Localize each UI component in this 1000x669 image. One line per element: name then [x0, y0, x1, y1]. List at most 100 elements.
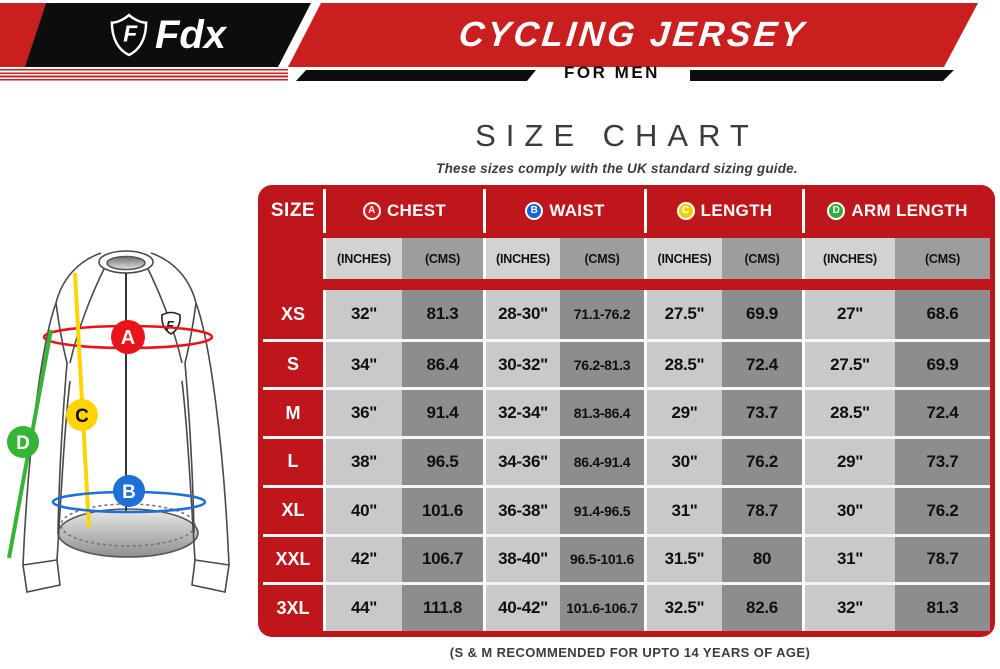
cell-length-inches: 31" — [644, 484, 722, 534]
row-size-label: XL — [263, 484, 323, 534]
length-label: LENGTH — [700, 201, 773, 220]
svg-text:D: D — [16, 433, 30, 454]
sizing-note: These sizes comply with the UK standard … — [436, 161, 798, 176]
cell-length-inches: 29" — [644, 387, 722, 437]
red-pinstripes — [0, 69, 288, 81]
svg-text:B: B — [122, 482, 136, 503]
cell-waist-cms: 101.6-106.7 — [560, 582, 644, 631]
cell-arm-cms: 68.6 — [895, 290, 990, 339]
cell-arm-cms: 72.4 — [895, 387, 990, 437]
cell-length-cms: 72.4 — [722, 338, 802, 388]
cell-waist-cms: 71.1-76.2 — [560, 290, 644, 339]
cell-length-inches: 30" — [644, 436, 722, 485]
cell-arm-inches: 29" — [802, 436, 895, 485]
unit-header: (CMS) — [722, 238, 802, 279]
cell-length-inches: 27.5" — [644, 290, 722, 339]
unit-header: (INCHES) — [802, 238, 895, 279]
chest-label: CHEST — [386, 201, 447, 220]
svg-text:F: F — [166, 318, 175, 333]
subheader-spacer — [263, 233, 323, 290]
subtitle-bar-left — [296, 70, 536, 81]
unit-header: (INCHES) — [644, 238, 722, 279]
cell-chest-cms: 101.6 — [402, 484, 483, 534]
marker-d-icon — [7, 426, 39, 458]
jersey-outline: F — [22, 250, 230, 593]
cell-chest-inches: 34" — [323, 338, 402, 388]
row-size-label: 3XL — [263, 582, 323, 631]
measurement-markers: A C D B — [7, 272, 214, 559]
row-size-label: S — [263, 338, 323, 388]
banner: CYCLING JERSEY — [288, 3, 978, 67]
cell-chest-inches: 42" — [323, 533, 402, 583]
cell-waist-inches: 36-38" — [483, 484, 560, 534]
cell-chest-inches: 40" — [323, 484, 402, 534]
cell-arm-inches: 28.5" — [802, 387, 895, 437]
svg-text:C: C — [75, 406, 89, 427]
cell-waist-inches: 34-36" — [483, 436, 560, 485]
cell-arm-inches: 32" — [802, 582, 895, 631]
cell-waist-cms: 91.4-96.5 — [560, 484, 644, 534]
cell-waist-cms: 76.2-81.3 — [560, 338, 644, 388]
cell-waist-cms: 81.3-86.4 — [560, 387, 644, 437]
unit-header: (CMS) — [560, 238, 644, 279]
cell-length-cms: 80 — [722, 533, 802, 583]
cell-arm-cms: 81.3 — [895, 582, 990, 631]
waist-b-icon: B — [525, 202, 544, 220]
chest-a-icon: A — [362, 202, 381, 220]
fdx-shield-icon: F — [110, 13, 148, 57]
cell-length-cms: 76.2 — [722, 436, 802, 485]
cell-waist-cms: 96.5-101.6 — [560, 533, 644, 583]
cell-chest-inches: 38" — [323, 436, 402, 485]
cell-chest-cms: 106.7 — [402, 533, 483, 583]
cell-chest-inches: 44" — [323, 582, 402, 631]
marker-b-icon — [113, 475, 145, 507]
cell-length-inches: 32.5" — [644, 582, 722, 631]
column-header-size: SIZE — [270, 200, 316, 221]
cell-arm-inches: 31" — [802, 533, 895, 583]
cell-length-cms: 69.9 — [722, 290, 802, 339]
arm-length-d-icon: D — [827, 202, 846, 220]
cell-length-inches: 31.5" — [644, 533, 722, 583]
banner-subtitle: FOR MEN — [564, 63, 660, 82]
column-header-chest: A CHEST — [323, 189, 483, 233]
cell-waist-cms: 86.4-91.4 — [560, 436, 644, 485]
marker-c-icon — [66, 399, 98, 431]
length-c-icon: C — [676, 202, 695, 220]
jersey-measurement-diagram: F A C D B — [7, 250, 230, 593]
unit-header: (INCHES) — [483, 238, 560, 279]
cell-chest-cms: 91.4 — [402, 387, 483, 437]
unit-header: (INCHES) — [323, 238, 402, 279]
cell-chest-cms: 86.4 — [402, 338, 483, 388]
cell-arm-cms: 78.7 — [895, 533, 990, 583]
cell-length-cms: 78.7 — [722, 484, 802, 534]
row-size-label: M — [263, 387, 323, 436]
brand-logo-text: Fdx — [154, 13, 227, 57]
cell-arm-cms: 73.7 — [895, 436, 990, 485]
banner-title: CYCLING JERSEY — [457, 15, 809, 54]
arm-length-label: ARM LENGTH — [851, 201, 968, 220]
unit-header: (CMS) — [402, 238, 483, 279]
cell-chest-cms: 81.3 — [402, 290, 483, 339]
cell-waist-inches: 32-34" — [483, 387, 560, 437]
cell-chest-inches: 32" — [323, 290, 402, 339]
cell-chest-cms: 111.8 — [402, 582, 483, 631]
cell-chest-inches: 36" — [323, 387, 402, 437]
cell-arm-inches: 30" — [802, 484, 895, 534]
column-header-length: C LENGTH — [644, 189, 802, 233]
cell-arm-cms: 69.9 — [895, 338, 990, 388]
row-size-label: XXL — [263, 533, 323, 583]
svg-text:F: F — [123, 21, 138, 47]
unit-header: (CMS) — [895, 238, 990, 279]
cell-length-cms: 82.6 — [722, 582, 802, 631]
size-chart-table: SIZE A CHEST B WAIST C LENGTH D ARM LENG… — [258, 185, 995, 637]
cell-arm-cms: 76.2 — [895, 484, 990, 534]
cell-waist-inches: 38-40" — [483, 533, 560, 583]
svg-text:A: A — [121, 327, 135, 349]
cell-chest-cms: 96.5 — [402, 436, 483, 485]
subtitle-bar-right — [690, 70, 954, 81]
row-size-label: L — [263, 436, 323, 485]
cell-waist-inches: 28-30" — [483, 290, 560, 339]
row-size-label: XS — [280, 303, 305, 324]
cell-waist-inches: 30-32" — [483, 338, 560, 388]
